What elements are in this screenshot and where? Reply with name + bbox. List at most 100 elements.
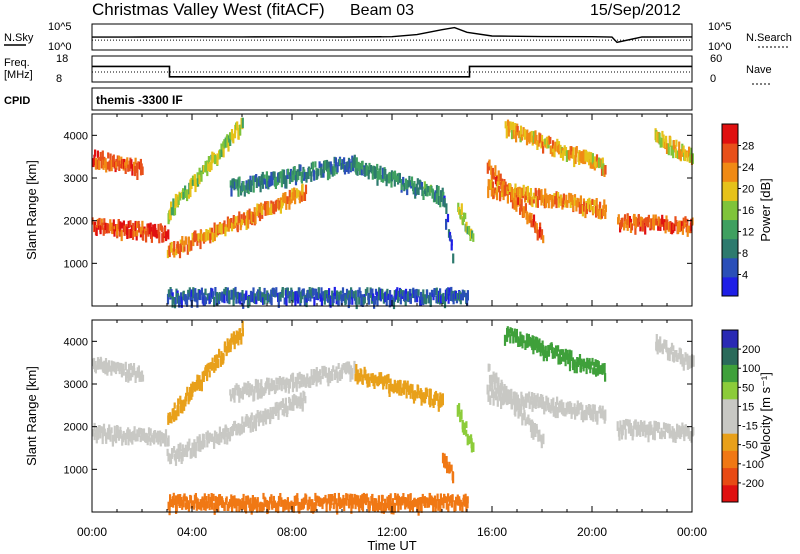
velocity-cell [426, 497, 429, 508]
velocity-cell [684, 424, 687, 437]
power-cell [286, 287, 289, 295]
power-cell [489, 180, 493, 190]
velocity-cell [503, 384, 506, 391]
velocity-cell [319, 369, 322, 376]
velocity-cell [350, 502, 353, 514]
power-cell [269, 207, 272, 215]
power-cell [317, 287, 320, 299]
power-cell [499, 190, 502, 202]
power-cell [312, 288, 315, 296]
velocity-cell [679, 353, 682, 365]
velocity-cell [240, 333, 243, 345]
power-cell [598, 157, 601, 169]
velocity-cell [535, 395, 538, 406]
velocity-cell [446, 461, 449, 474]
velocity-cell [666, 349, 670, 361]
velocity-cell [185, 392, 188, 402]
power-cell [124, 165, 127, 174]
power-cell [571, 194, 574, 206]
velocity-cell [124, 434, 127, 446]
power-cell [127, 164, 130, 172]
power-cell [221, 293, 224, 303]
power-cell [202, 165, 205, 173]
velocity-cell [233, 501, 236, 509]
velocity-cell [517, 336, 520, 347]
velocity-cell [468, 435, 471, 442]
velocity-cell [292, 501, 295, 513]
velocity-cell [533, 339, 536, 351]
power-cell [647, 214, 650, 223]
frequency-panel: Freq. [MHz] 18 8 60 0 Nave [4, 53, 772, 85]
velocity-cell [555, 348, 558, 357]
velocity-cell [525, 397, 528, 408]
power-cell [446, 213, 450, 223]
power-cell [200, 171, 203, 182]
power-cell [320, 166, 323, 178]
power-colorbar-swatch [722, 124, 738, 144]
power-cell [381, 289, 384, 300]
velocity-colorbar-swatch [722, 450, 738, 469]
velocity-cell [406, 380, 409, 392]
velocity-cell [683, 357, 686, 365]
velocity-cell [250, 412, 253, 421]
velocity-cell [416, 392, 419, 399]
velocity-cell [253, 386, 256, 394]
velocity-cell [445, 496, 448, 504]
power-cell [366, 287, 369, 294]
velocity-cell [92, 428, 95, 437]
power-cell [177, 243, 180, 254]
velocity-cell [547, 344, 551, 357]
velocity-cell [351, 500, 354, 509]
velocity-cell [405, 497, 408, 508]
power-cell [302, 191, 305, 201]
power-cell [501, 190, 504, 197]
power-cell [220, 225, 223, 235]
velocity-cell [502, 396, 505, 405]
velocity-cell [341, 364, 344, 374]
power-cell [545, 193, 548, 204]
power-cell [234, 286, 237, 296]
velocity-cell [653, 420, 656, 432]
power-cell [624, 214, 627, 222]
velocity-cell [537, 400, 540, 409]
velocity-cell [223, 433, 226, 445]
power-cell [136, 230, 139, 237]
velocity-cell [418, 497, 421, 505]
velocity-cell [374, 374, 377, 384]
velocity-cell [402, 385, 406, 395]
velocity-colorbar-tick-label: -15 [742, 421, 758, 433]
velocity-cell [331, 494, 334, 502]
power-cell [209, 291, 212, 302]
velocity-cell [171, 451, 174, 458]
power-cell [379, 169, 382, 179]
power-cell [374, 295, 377, 305]
velocity-cell [299, 399, 302, 409]
power-cell [239, 124, 242, 136]
power-cell [246, 210, 249, 218]
velocity-cell [162, 433, 165, 444]
velocity-cell [568, 349, 571, 357]
velocity-cell [459, 503, 462, 511]
power-cell [644, 223, 647, 235]
velocity-cell [301, 397, 304, 410]
power-ytick-label: 4000 [64, 130, 88, 142]
velocity-cell [661, 343, 664, 355]
power-cell [449, 291, 452, 301]
power-cell [188, 287, 191, 297]
power-cell [406, 179, 409, 190]
power-cell [119, 221, 122, 232]
power-cell [112, 154, 115, 167]
noise-label-search: N.Search [746, 32, 792, 44]
power-cell [191, 232, 194, 241]
velocity-cell [280, 401, 283, 408]
velocity-cell [653, 430, 656, 441]
velocity-cell [304, 396, 307, 404]
velocity-cell [122, 369, 125, 376]
velocity-cell [323, 365, 326, 377]
power-cell [368, 162, 371, 170]
velocity-cell [528, 391, 531, 398]
velocity-cell [233, 420, 237, 429]
power-cell [617, 214, 620, 221]
velocity-cell [212, 493, 215, 502]
